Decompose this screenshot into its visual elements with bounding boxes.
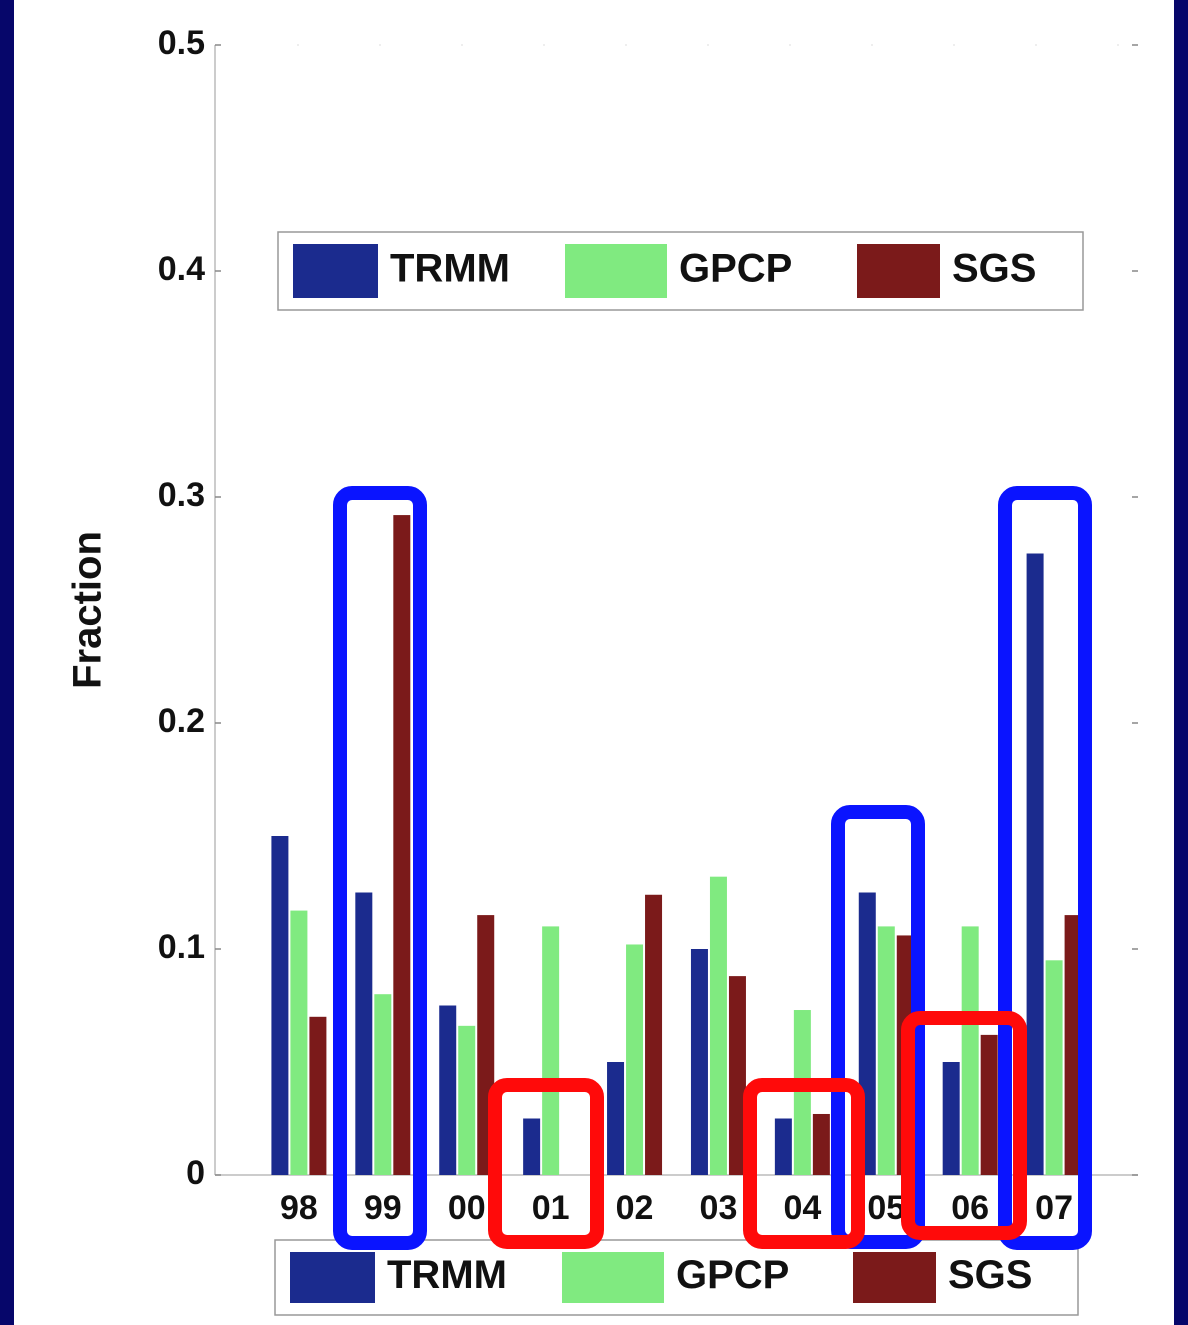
legend-label: GPCP (679, 247, 792, 291)
legend-box (274, 1239, 1079, 1316)
highlight-box (831, 805, 925, 1249)
bar (542, 926, 560, 1175)
legend-label: SGS (948, 1253, 1032, 1297)
x-tick-label: 00 (448, 1189, 486, 1227)
bar (793, 1010, 811, 1175)
bar (1026, 553, 1044, 1175)
highlight-box (333, 486, 427, 1250)
legend-label: TRMM (390, 247, 510, 291)
bar (942, 1062, 960, 1175)
legend-swatch (293, 244, 378, 298)
bar (439, 1005, 457, 1175)
legend-label: SGS (952, 247, 1036, 291)
highlight-box (901, 1011, 1027, 1240)
x-tick-label: 98 (280, 1189, 318, 1227)
x-tick-label: 01 (532, 1189, 570, 1227)
legend-swatch (853, 1252, 936, 1303)
bar (1064, 915, 1082, 1175)
x-tick-label: 06 (951, 1189, 989, 1227)
x-tick-label: 07 (1035, 1189, 1073, 1227)
legend-swatch (565, 244, 667, 298)
y-tick-label: 0.2 (158, 702, 205, 740)
highlight-box (998, 486, 1092, 1250)
bar (458, 1025, 476, 1175)
bar (980, 1034, 998, 1175)
bar (607, 1062, 625, 1175)
bar (271, 836, 289, 1175)
highlight-box (488, 1078, 604, 1249)
bar (961, 926, 979, 1175)
legend-swatch (857, 244, 940, 298)
highlight-box (743, 1078, 865, 1249)
legend-swatch (562, 1252, 664, 1303)
x-tick-label: 04 (783, 1189, 821, 1227)
legend-label: GPCP (676, 1253, 789, 1297)
annotations (333, 486, 1092, 1250)
bar (290, 910, 308, 1175)
x-tick-label: 02 (616, 1189, 654, 1227)
x-tick-label: 03 (700, 1189, 738, 1227)
y-axis-label: Fraction (66, 531, 110, 689)
y-tick-label: 0 (186, 1154, 205, 1192)
bar (812, 1113, 830, 1175)
plot: 0 0.1 0.2 0.3 0.4 0.5 98 99 00 01 02 03 04 05 06 07 TRMM… (158, 24, 1138, 1316)
legend-box (277, 231, 1084, 311)
bar (690, 949, 708, 1175)
bar (355, 892, 373, 1175)
legend-swatch (290, 1252, 375, 1303)
bar (877, 926, 895, 1175)
y-tick-label: 0.5 (158, 24, 205, 62)
bar (374, 994, 392, 1175)
bar (309, 1016, 327, 1175)
bar (1045, 960, 1063, 1175)
x-tick-label: 05 (867, 1189, 905, 1227)
bar (626, 944, 644, 1175)
y-tick-label: 0.3 (158, 476, 205, 514)
x-tick-label: 99 (364, 1189, 402, 1227)
bar (645, 894, 663, 1175)
legend-label: TRMM (387, 1253, 507, 1297)
bar (393, 515, 411, 1175)
bar (728, 976, 746, 1175)
bar (523, 1118, 541, 1175)
bar (774, 1118, 792, 1175)
bar (709, 876, 727, 1175)
y-tick-label: 0.1 (158, 928, 205, 966)
y-tick-label: 0.4 (158, 250, 205, 288)
